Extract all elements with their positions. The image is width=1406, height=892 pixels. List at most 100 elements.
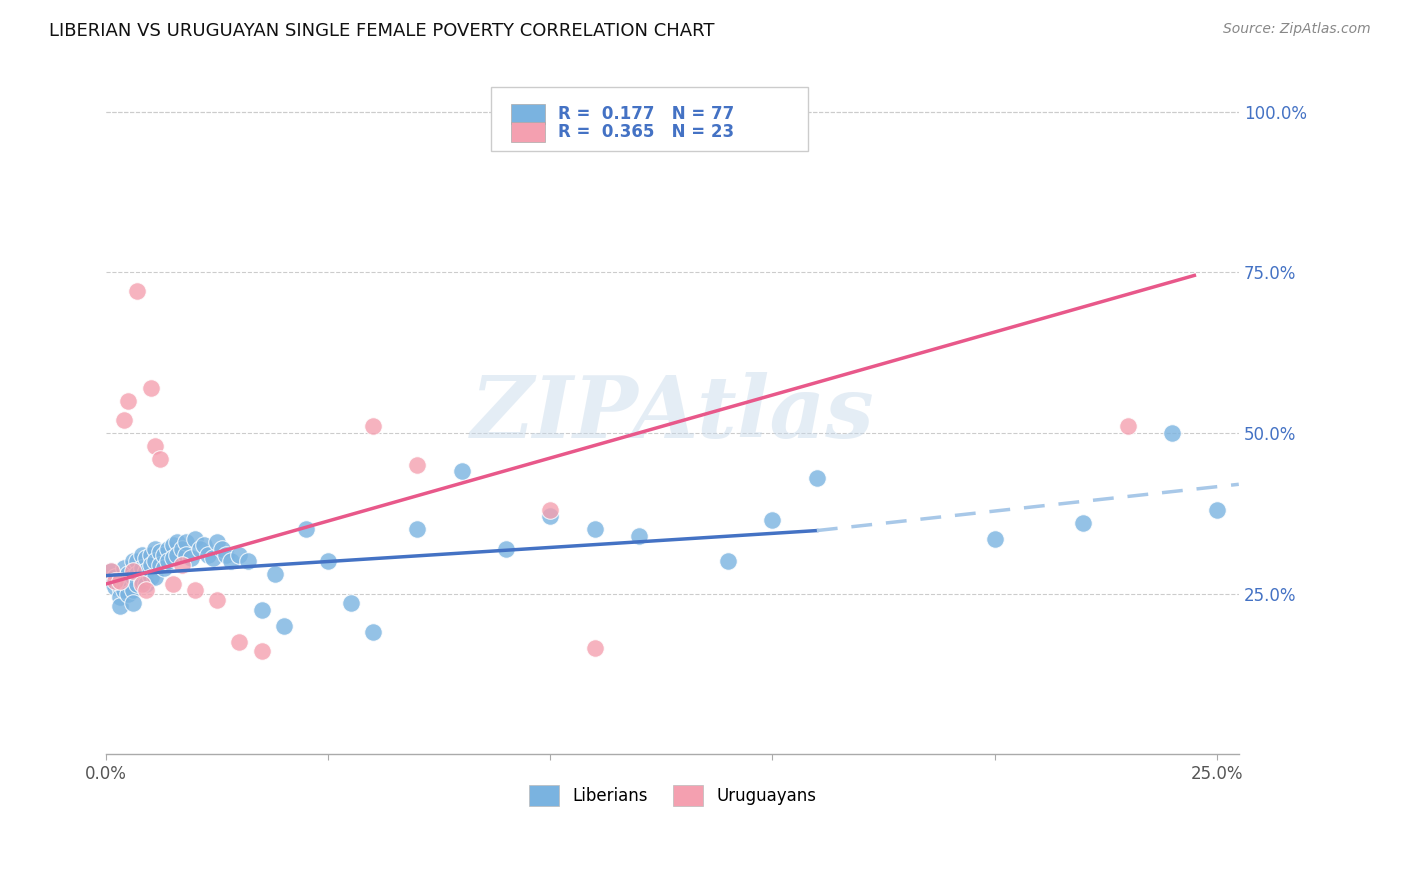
Point [117,567,139,582]
Point [131,548,153,562]
Point [170,541,193,556]
Point [157,541,180,556]
Point [717,554,740,568]
Point [117,577,139,591]
Point [583,522,606,536]
Point [215,548,238,562]
Point [157,554,180,568]
Point [197,548,219,562]
Point [122,596,145,610]
Point [104,570,127,584]
Point [207,535,229,549]
Point [295,522,318,536]
Point [162,577,184,591]
Point [406,522,429,536]
Point [207,593,229,607]
Point [139,570,162,584]
Point [117,393,139,408]
Point [139,558,162,572]
Text: LIBERIAN VS URUGUAYAN SINGLE FEMALE POVERTY CORRELATION CHART: LIBERIAN VS URUGUAYAN SINGLE FEMALE POVE… [49,22,714,40]
FancyBboxPatch shape [510,122,544,143]
FancyBboxPatch shape [510,103,544,124]
Point [628,529,651,543]
Point [170,558,193,572]
Point [1116,419,1139,434]
Point [273,618,295,632]
Point [112,561,135,575]
Point [112,583,135,598]
Point [127,554,149,568]
Text: R =  0.365   N = 23: R = 0.365 N = 23 [558,123,734,141]
Point [143,570,166,584]
Point [127,567,149,582]
Point [1073,516,1095,530]
Point [583,641,606,656]
Point [153,561,176,575]
Point [162,538,184,552]
Point [143,439,166,453]
Point [983,532,1005,546]
Point [135,577,157,591]
Legend: Liberians, Uruguayans: Liberians, Uruguayans [520,777,824,814]
Point [174,535,197,549]
Point [100,574,122,588]
Point [104,580,127,594]
Point [127,285,149,299]
Point [108,590,131,604]
Point [131,561,153,575]
Point [228,634,250,648]
Point [162,551,184,566]
Point [127,577,149,591]
Point [201,551,224,566]
Point [143,554,166,568]
Point [108,574,131,588]
Text: ZIPAtlas: ZIPAtlas [471,372,875,455]
Point [122,554,145,568]
Point [100,564,122,578]
FancyBboxPatch shape [491,87,808,152]
Point [148,451,170,466]
Point [361,625,384,640]
Point [122,583,145,598]
Point [122,564,145,578]
Point [100,564,122,578]
Point [450,465,472,479]
Point [112,574,135,588]
Point [117,586,139,600]
Point [264,567,287,582]
Point [1161,425,1184,440]
Point [135,583,157,598]
Point [153,548,176,562]
Point [188,541,211,556]
Text: Source: ZipAtlas.com: Source: ZipAtlas.com [1223,22,1371,37]
Point [166,548,188,562]
Point [148,558,170,572]
Point [538,509,561,524]
Point [108,599,131,614]
Point [166,535,188,549]
Point [108,580,131,594]
Point [143,541,166,556]
Point [184,583,207,598]
Point [761,513,783,527]
Point [112,413,135,427]
Point [104,574,127,588]
Point [406,458,429,472]
Point [361,419,384,434]
Point [135,564,157,578]
Point [318,554,340,568]
Point [250,644,273,658]
Text: R =  0.177   N = 77: R = 0.177 N = 77 [558,105,734,123]
Point [495,541,517,556]
Point [806,471,828,485]
Point [238,554,260,568]
Point [193,538,215,552]
Point [184,532,207,546]
Point [219,554,242,568]
Point [131,577,153,591]
Point [180,551,202,566]
Point [131,574,153,588]
Point [339,596,361,610]
Point [1205,503,1227,517]
Point [228,548,250,562]
